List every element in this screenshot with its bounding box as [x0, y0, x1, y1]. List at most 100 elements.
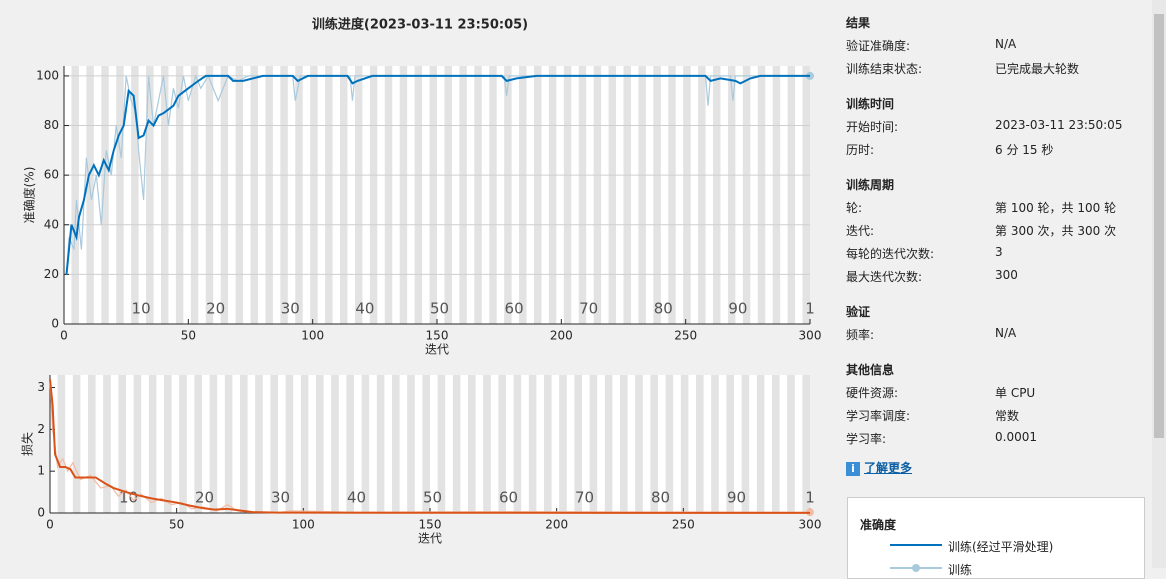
epoch-band — [604, 375, 613, 513]
epoch-label: 80 — [651, 489, 670, 507]
epoch-band — [772, 375, 780, 513]
section-heading: 训练时间 — [846, 97, 895, 111]
x-tick-label: 0 — [46, 518, 54, 532]
epoch-label: 60 — [499, 489, 518, 507]
field-label: 轮: — [846, 201, 863, 215]
field-value: N/A — [995, 37, 1017, 51]
x-tick-label: 150 — [426, 329, 449, 343]
epoch-band — [578, 66, 587, 324]
series-line — [65, 74, 810, 275]
epoch-band — [361, 375, 370, 513]
section-heading: 验证 — [846, 305, 871, 319]
epoch-band — [205, 66, 214, 324]
epoch-band — [772, 66, 781, 324]
epoch-band — [437, 375, 446, 513]
x-axis-label: 迭代 — [425, 343, 449, 357]
field-value: 第 300 次，共 300 次 — [995, 224, 1117, 238]
epoch-band — [72, 375, 81, 513]
epoch-band — [164, 375, 172, 513]
x-tick-label: 300 — [799, 518, 822, 532]
epoch-band — [175, 66, 184, 324]
x-tick-label: 0 — [60, 329, 68, 343]
scrollbar[interactable] — [1152, 0, 1166, 568]
epoch-band — [88, 375, 96, 513]
epoch-band — [354, 66, 363, 324]
epoch-band — [131, 66, 139, 324]
y-tick-label: 0 — [37, 506, 45, 520]
field-value: 常数 — [995, 409, 1020, 423]
epoch-band — [384, 66, 393, 324]
epoch-band — [331, 375, 339, 513]
epoch-band — [133, 375, 142, 513]
epoch-band — [235, 66, 244, 324]
epoch-band — [407, 375, 415, 513]
epoch-band — [325, 66, 333, 324]
epoch-label: 30 — [271, 489, 290, 507]
link-text[interactable]: 了解更多 — [864, 461, 913, 475]
epoch-band — [528, 375, 537, 513]
epoch-band — [519, 66, 527, 324]
field-value: 0.0001 — [995, 430, 1037, 444]
epoch-band — [148, 375, 157, 513]
epoch-band — [265, 66, 273, 324]
epoch-label: 10 — [132, 300, 151, 318]
epoch-band — [474, 66, 482, 324]
field-value: 3 — [995, 245, 1003, 259]
epoch-band — [414, 66, 423, 324]
epoch-band — [146, 66, 154, 324]
x-tick-label: 50 — [181, 329, 196, 343]
x-tick-label: 200 — [550, 329, 573, 343]
epoch-band — [71, 66, 79, 324]
epoch-band — [741, 375, 750, 513]
epoch-band — [756, 375, 765, 513]
y-axis-label: 准确度(%) — [22, 167, 37, 224]
section-heading: 训练周期 — [846, 178, 895, 192]
field-label: 验证准确度: — [846, 39, 911, 53]
field-value: 已完成最大轮数 — [995, 62, 1080, 76]
epoch-band — [399, 66, 408, 324]
y-axis-label: 损失 — [20, 432, 35, 456]
epoch-band — [194, 375, 202, 513]
epoch-band — [802, 66, 810, 324]
epoch-band — [340, 66, 348, 324]
series-line — [65, 74, 810, 275]
epoch-band — [280, 66, 288, 324]
epoch-band — [608, 66, 617, 324]
epoch-band — [310, 66, 318, 324]
field-value: 单 CPU — [995, 386, 1036, 400]
epoch-label: 60 — [505, 300, 524, 318]
epoch-band — [300, 375, 309, 513]
epoch-label: 30 — [281, 300, 300, 318]
window-title: 训练进度(2023-03-11 23:50:05) — [312, 17, 528, 33]
epoch-band — [295, 66, 303, 324]
info-panel: i 了解更多 准确度 训练(经过平滑处理) 训练 结果 验证准确度: N/A 训练结束状… — [846, 0, 1146, 579]
scroll-thumb[interactable] — [1154, 14, 1164, 438]
epoch-band — [220, 66, 229, 324]
epoch-band — [653, 66, 661, 324]
legend-marker — [912, 564, 920, 572]
epoch-label: 70 — [579, 300, 598, 318]
epoch-band — [392, 375, 400, 513]
epoch-band — [429, 66, 437, 324]
learn-more-link[interactable]: i 了解更多 — [846, 459, 912, 476]
epoch-label: 80 — [654, 300, 673, 318]
epoch-band — [459, 66, 467, 324]
epoch-band — [548, 66, 557, 324]
epoch-band — [468, 375, 476, 513]
y-tick-label: 2 — [37, 422, 45, 436]
field-label: 历时: — [846, 143, 875, 157]
y-tick-label: 80 — [44, 118, 59, 132]
field-label: 学习率: — [846, 432, 887, 446]
field-label: 学习率调度: — [846, 409, 911, 423]
epoch-band — [787, 375, 795, 513]
y-tick-label: 20 — [44, 267, 59, 281]
x-tick-label: 200 — [545, 518, 568, 532]
epoch-band — [623, 66, 631, 324]
epoch-band — [270, 375, 278, 513]
epoch-band — [574, 375, 582, 513]
epoch-band — [483, 375, 491, 513]
field-label: 训练结束状态: — [846, 62, 923, 76]
epoch-band — [533, 66, 542, 324]
